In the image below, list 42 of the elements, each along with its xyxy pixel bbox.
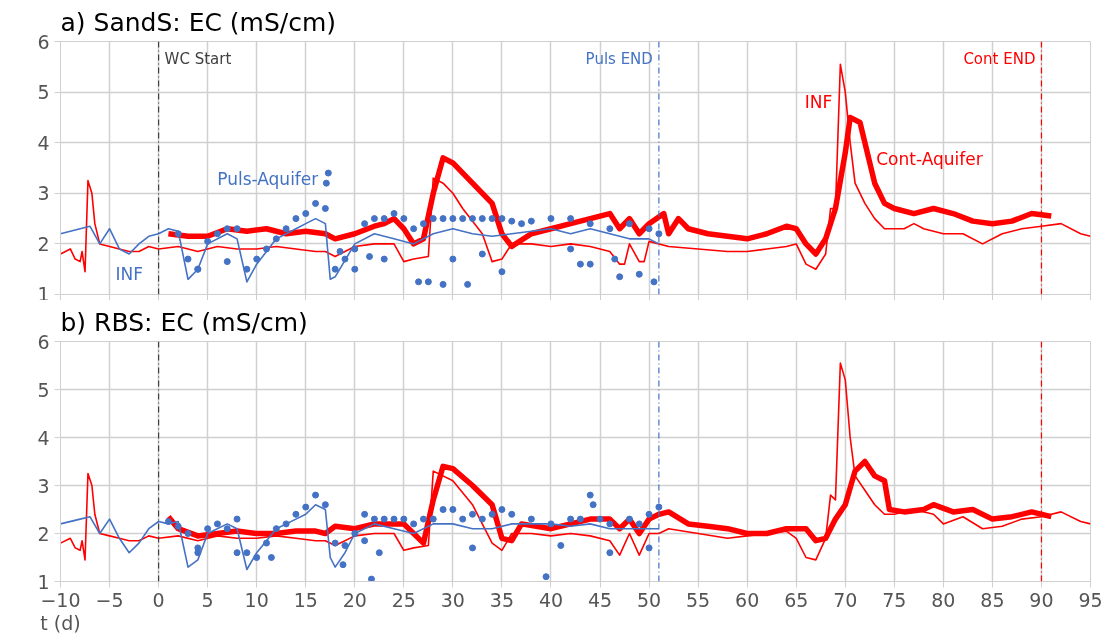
x-tick-label: 10 xyxy=(244,588,269,611)
x-tick-label: 45 xyxy=(587,588,613,611)
series-label: INF xyxy=(115,263,144,284)
y-tick-label: 1 xyxy=(37,282,50,305)
series-label: INF xyxy=(804,92,833,113)
y-tick-label: 3 xyxy=(37,182,50,205)
y-tick-label: 4 xyxy=(37,426,50,449)
y-tick-label: 6 xyxy=(37,30,50,53)
ref-line-label: WC Start xyxy=(164,49,232,68)
x-tick-label: 75 xyxy=(882,588,907,611)
ref-line-label: Puls END xyxy=(585,49,653,68)
x-tick-label: 80 xyxy=(931,588,956,611)
y-tick-label: 2 xyxy=(37,522,50,545)
x-tick-label: −5 xyxy=(95,588,124,611)
ref-line-label: Cont END xyxy=(963,49,1036,68)
x-axis-title: t (d) xyxy=(40,611,81,634)
x-tick-label: 15 xyxy=(293,588,318,611)
x-tick-label: 50 xyxy=(636,588,662,611)
chart-title: a) SandS: EC (mS/cm) xyxy=(60,7,337,37)
x-tick-label: 60 xyxy=(735,588,760,611)
series-label: Cont-Aquifer xyxy=(876,149,983,170)
y-tick-label: 6 xyxy=(37,330,50,353)
y-tick-label: 3 xyxy=(37,474,50,497)
x-tick-label: 25 xyxy=(391,588,416,611)
x-tick-label: 30 xyxy=(440,588,465,611)
chart-title: b) RBS: EC (mS/cm) xyxy=(60,307,308,337)
x-tick-label: 20 xyxy=(342,588,367,611)
y-tick-label: 4 xyxy=(37,131,50,154)
series-label: Puls-Aquifer xyxy=(217,169,319,190)
y-tick-label: 5 xyxy=(37,81,50,104)
y-tick-label: 2 xyxy=(37,232,50,255)
x-tick-label: 40 xyxy=(538,588,564,611)
x-tick-label: 0 xyxy=(152,588,165,611)
y-tick-label: 5 xyxy=(37,378,50,401)
x-tick-label: 55 xyxy=(686,588,711,611)
x-tick-label: 90 xyxy=(1029,588,1054,611)
x-tick-label: 35 xyxy=(489,588,515,611)
x-tick-label: 85 xyxy=(980,588,1005,611)
x-tick-label: 5 xyxy=(201,588,214,611)
x-tick-label: 65 xyxy=(784,588,809,611)
x-tick-label: 70 xyxy=(833,588,858,611)
x-tick-label: 95 xyxy=(1078,588,1103,611)
